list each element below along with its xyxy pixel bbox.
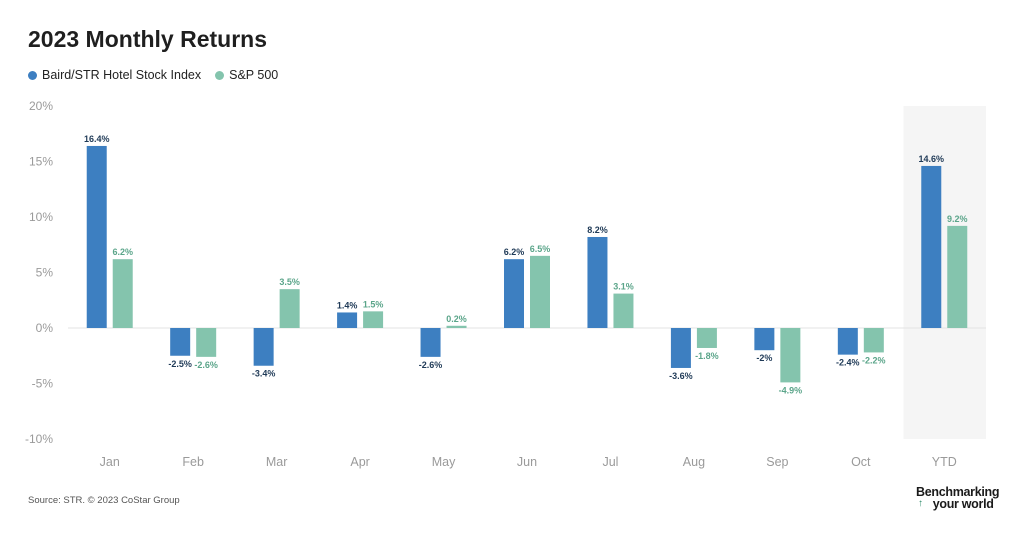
data-label-hotel-index: 8.2% bbox=[587, 225, 608, 235]
bar-hotel-index-feb bbox=[170, 328, 191, 356]
data-label-hotel-index: -2.4% bbox=[836, 358, 860, 368]
bar-hotel-index-aug bbox=[670, 328, 691, 368]
y-tick-label: 5% bbox=[36, 266, 54, 280]
x-tick-label: May bbox=[432, 455, 456, 469]
data-label-sp500: 6.2% bbox=[112, 247, 133, 257]
bar-sp500-aug bbox=[696, 328, 717, 348]
x-tick-label: Aug bbox=[683, 455, 705, 469]
x-tick-label: Mar bbox=[266, 455, 288, 469]
x-tick-label: YTD bbox=[932, 455, 957, 469]
bar-sp500-jul bbox=[613, 293, 634, 328]
data-label-sp500: -2.2% bbox=[862, 355, 886, 365]
x-tick-label: Oct bbox=[851, 455, 871, 469]
bar-hotel-index-ytd bbox=[921, 165, 942, 328]
bar-hotel-index-oct bbox=[837, 328, 858, 355]
data-label-hotel-index: -2.6% bbox=[419, 360, 443, 370]
y-tick-label: 0% bbox=[36, 321, 54, 335]
data-label-hotel-index: -3.4% bbox=[252, 369, 276, 379]
brand-line-2-row: ↑ your world bbox=[916, 497, 999, 511]
data-label-sp500: 6.5% bbox=[530, 244, 551, 254]
data-label-sp500: 3.1% bbox=[613, 282, 634, 292]
source-note: Source: STR. © 2023 CoStar Group bbox=[28, 495, 180, 506]
legend-dot-sp500 bbox=[215, 70, 225, 80]
legend-item-sp500: S&P 500 bbox=[215, 68, 278, 82]
bar-hotel-index-mar bbox=[253, 328, 274, 366]
y-tick-label: 20% bbox=[29, 99, 53, 113]
highlight-band-ytd bbox=[903, 106, 986, 439]
bar-sp500-feb bbox=[196, 328, 217, 357]
data-label-sp500: 0.2% bbox=[446, 314, 467, 324]
brand-line-1: Benchmarking bbox=[916, 485, 1000, 499]
bar-hotel-index-may bbox=[420, 328, 441, 357]
bar-sp500-sep bbox=[780, 328, 801, 383]
data-label-sp500: 3.5% bbox=[279, 277, 300, 287]
data-label-hotel-index: 6.2% bbox=[504, 247, 525, 257]
bar-sp500-mar bbox=[279, 289, 300, 328]
x-tick-label: Jul bbox=[602, 455, 618, 469]
data-label-sp500: -2.6% bbox=[194, 360, 218, 370]
legend-label-hotel-index: Baird/STR Hotel Stock Index bbox=[42, 68, 202, 82]
legend: Baird/STR Hotel Stock Index S&P 500 bbox=[28, 68, 292, 82]
bar-sp500-oct bbox=[863, 328, 884, 353]
bar-sp500-may bbox=[446, 325, 467, 328]
x-tick-label: Jun bbox=[517, 455, 537, 469]
data-label-hotel-index: -2.5% bbox=[168, 359, 192, 369]
x-tick-label: Sep bbox=[766, 455, 788, 469]
bar-hotel-index-jan bbox=[86, 145, 107, 328]
bar-sp500-jun bbox=[530, 255, 550, 328]
data-label-hotel-index: 1.4% bbox=[337, 300, 358, 310]
data-label-hotel-index: -3.6% bbox=[669, 371, 693, 381]
data-label-sp500: -4.9% bbox=[779, 385, 803, 395]
bar-hotel-index-jul bbox=[587, 236, 608, 328]
x-tick-label: Feb bbox=[182, 455, 204, 469]
brand-logo: Benchmarking ↑ your world bbox=[916, 485, 1000, 511]
legend-label-sp500: S&P 500 bbox=[229, 68, 279, 82]
data-label-hotel-index: 16.4% bbox=[84, 134, 110, 144]
brand-line-2: your world bbox=[932, 497, 994, 511]
bar-hotel-index-apr bbox=[337, 312, 358, 328]
x-tick-label: Jan bbox=[100, 455, 120, 469]
y-tick-label: 10% bbox=[29, 210, 53, 224]
chart-title: 2023 Monthly Returns bbox=[28, 26, 267, 52]
y-tick-label: -5% bbox=[32, 377, 54, 391]
y-tick-label: 15% bbox=[29, 155, 53, 169]
data-label-sp500: 9.2% bbox=[947, 214, 968, 224]
bar-hotel-index-sep bbox=[754, 328, 775, 351]
legend-item-hotel-index: Baird/STR Hotel Stock Index bbox=[28, 68, 201, 82]
bar-sp500-jan bbox=[112, 259, 133, 328]
arrow-up-icon: ↑ bbox=[918, 498, 923, 509]
legend-dot-hotel-index bbox=[28, 70, 37, 80]
data-label-sp500: -1.8% bbox=[695, 351, 719, 361]
bar-sp500-ytd bbox=[947, 225, 968, 328]
data-label-hotel-index: -2% bbox=[756, 353, 772, 363]
bar-hotel-index-jun bbox=[504, 259, 524, 328]
data-label-sp500: 1.5% bbox=[363, 299, 384, 309]
data-label-hotel-index: 14.6% bbox=[919, 154, 945, 164]
y-tick-label: -10% bbox=[25, 432, 53, 446]
x-tick-label: Apr bbox=[350, 455, 369, 469]
bar-sp500-apr bbox=[363, 311, 384, 328]
